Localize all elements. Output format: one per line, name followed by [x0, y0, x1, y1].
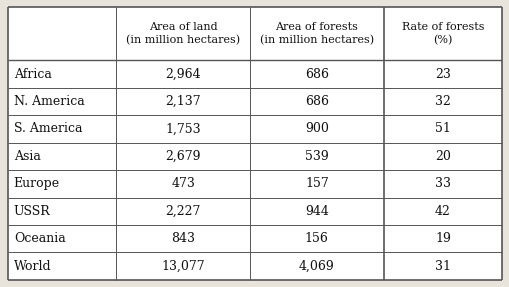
- Text: 156: 156: [304, 232, 328, 245]
- Text: 843: 843: [171, 232, 195, 245]
- Text: Rate of forests
(%): Rate of forests (%): [401, 22, 483, 46]
- Text: 4,069: 4,069: [298, 260, 334, 273]
- Text: 2,964: 2,964: [165, 67, 201, 81]
- Text: Area of land
(in million hectares): Area of land (in million hectares): [126, 22, 240, 46]
- Text: 539: 539: [304, 150, 328, 163]
- Text: 33: 33: [434, 177, 450, 190]
- Text: 686: 686: [304, 95, 328, 108]
- Text: USSR: USSR: [14, 205, 50, 218]
- Text: 51: 51: [434, 123, 450, 135]
- Text: 19: 19: [434, 232, 450, 245]
- Text: 2,679: 2,679: [165, 150, 201, 163]
- Text: 473: 473: [171, 177, 195, 190]
- Text: 42: 42: [434, 205, 450, 218]
- Text: 686: 686: [304, 67, 328, 81]
- Text: 157: 157: [304, 177, 328, 190]
- Text: S. America: S. America: [14, 123, 82, 135]
- Text: 2,227: 2,227: [165, 205, 201, 218]
- Text: Area of forests
(in million hectares): Area of forests (in million hectares): [259, 22, 373, 46]
- Text: 13,077: 13,077: [161, 260, 205, 273]
- Text: Europe: Europe: [14, 177, 60, 190]
- Text: 2,137: 2,137: [165, 95, 201, 108]
- Text: Oceania: Oceania: [14, 232, 65, 245]
- Text: 944: 944: [304, 205, 328, 218]
- Text: 1,753: 1,753: [165, 123, 201, 135]
- Text: 20: 20: [434, 150, 450, 163]
- Text: 32: 32: [434, 95, 450, 108]
- Text: Africa: Africa: [14, 67, 51, 81]
- Text: 31: 31: [434, 260, 450, 273]
- Text: World: World: [14, 260, 51, 273]
- Text: 900: 900: [304, 123, 328, 135]
- Text: Asia: Asia: [14, 150, 41, 163]
- Text: N. America: N. America: [14, 95, 84, 108]
- Text: 23: 23: [434, 67, 450, 81]
